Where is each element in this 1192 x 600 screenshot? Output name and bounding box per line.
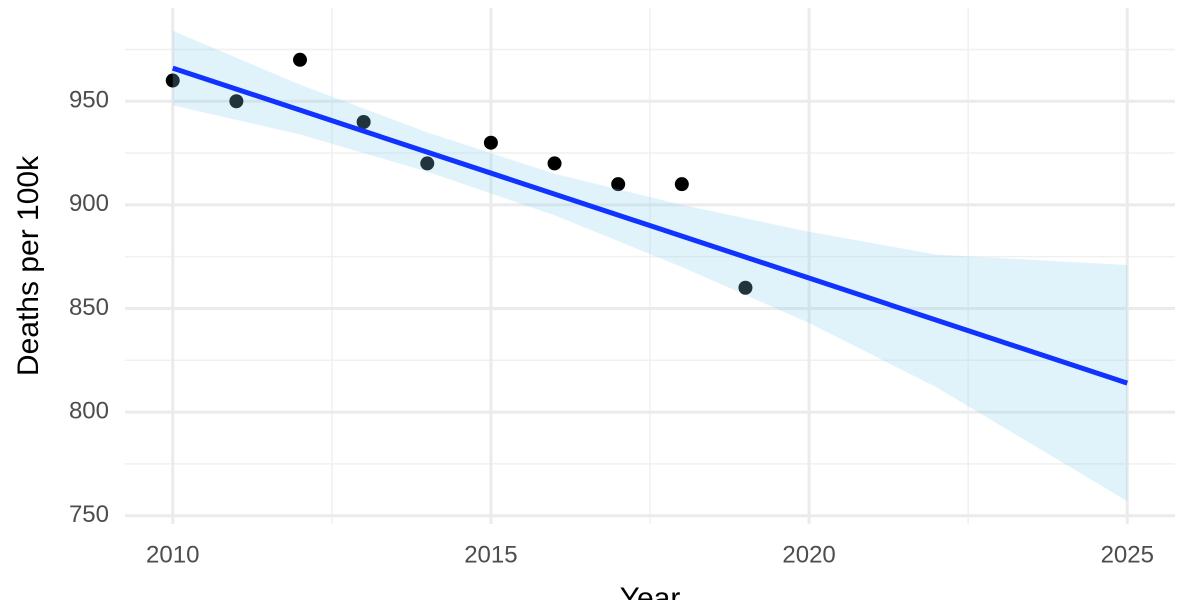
x-axis-title: Year	[620, 582, 681, 600]
point	[738, 280, 753, 295]
y-tick-label: 950	[69, 87, 109, 114]
point	[229, 94, 244, 109]
x-tick-label: 2015	[464, 541, 517, 568]
point	[611, 177, 626, 192]
point	[483, 135, 498, 150]
point	[674, 177, 689, 192]
point	[356, 114, 371, 129]
y-tick-label: 800	[69, 397, 109, 424]
y-tick-label: 900	[69, 190, 109, 217]
point	[165, 73, 180, 88]
y-axis-title: Deaths per 100k	[12, 155, 45, 376]
point	[420, 156, 435, 171]
point	[547, 156, 562, 171]
fit-line	[171, 65, 1129, 386]
x-tick-label: 2020	[782, 541, 835, 568]
x-tick-label: 2010	[146, 541, 199, 568]
y-tick-label: 750	[69, 501, 109, 528]
point	[293, 52, 307, 67]
x-tick-label: 2025	[1101, 541, 1154, 568]
y-tick-label: 850	[69, 294, 109, 321]
